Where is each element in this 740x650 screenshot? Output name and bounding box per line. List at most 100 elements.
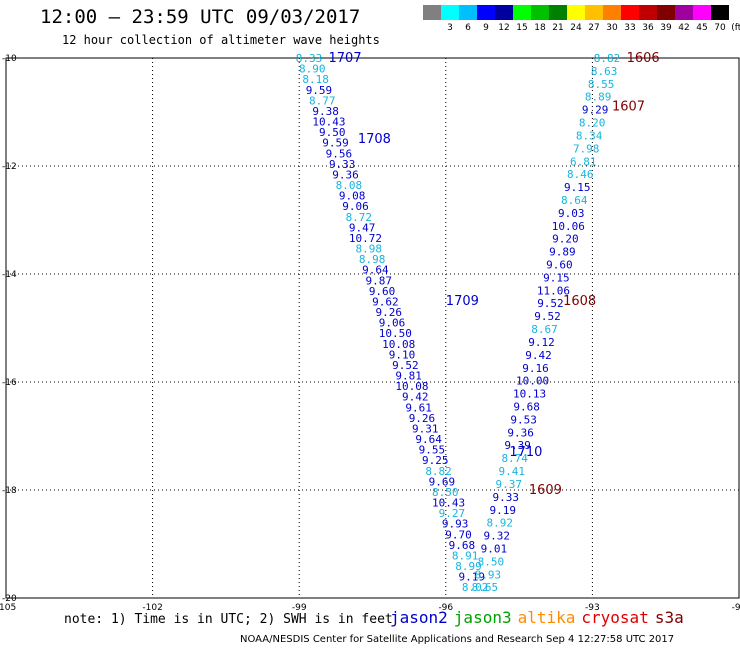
colorbar-label: 3	[447, 23, 453, 33]
wave-height-value: 8.98	[356, 243, 383, 256]
legend-item-jason3: jason3	[453, 608, 512, 627]
wave-height-value: 9.01	[481, 542, 508, 555]
wave-height-value: 8.82	[594, 52, 621, 65]
colorbar-swatch	[567, 5, 585, 20]
pass-number-label: 1707	[329, 51, 362, 66]
wave-height-value: 9.06	[379, 317, 406, 330]
colorbar-swatch	[657, 5, 675, 20]
wave-height-value: 9.50	[319, 126, 346, 139]
colorbar-swatch	[693, 5, 711, 20]
wave-height-value: 9.68	[449, 539, 476, 552]
wave-height-value: 8.46	[567, 168, 594, 181]
wave-height-value: 9.52	[392, 359, 419, 372]
map-frame	[5, 57, 740, 599]
colorbar-label: 6	[465, 23, 471, 33]
wave-height-value: 8.55	[588, 78, 615, 91]
colorbar-swatch	[495, 5, 513, 20]
colorbar-label: 42	[678, 23, 690, 33]
colorbar-label: 9	[483, 23, 489, 33]
wave-height-value: 8.90	[299, 63, 326, 76]
wave-height-value: 10.72	[349, 232, 382, 245]
wave-height-value: 9.25	[422, 454, 449, 467]
pass-number-label: 1606	[627, 51, 660, 66]
wave-height-value: 8.34	[576, 129, 603, 142]
colorbar-swatch	[639, 5, 657, 20]
wave-height-value: 9.36	[507, 426, 534, 439]
wave-height-value: 9.68	[513, 400, 540, 413]
y-tick-label: -18	[2, 486, 17, 496]
chart-subtitle: 12 hour collection of altimeter wave hei…	[62, 33, 380, 47]
wave-height-value: 8.64	[561, 194, 588, 207]
wave-height-value: 8.50	[478, 555, 505, 568]
wave-height-value: 9.29	[582, 104, 609, 117]
wave-height-value: 10.06	[552, 220, 585, 233]
wave-height-value: 9.20	[552, 233, 579, 246]
wave-height-value: 9.93	[442, 518, 469, 531]
credit-line: NOAA/NESDIS Center for Satellite Applica…	[240, 634, 675, 645]
colorbar-label: 15	[516, 23, 528, 33]
wave-height-value: 9.41	[498, 465, 525, 478]
wave-height-value: 9.15	[543, 271, 570, 284]
wave-height-value: 10.43	[312, 116, 345, 129]
colorbar-label: 24	[570, 23, 582, 33]
colorbar-label: 39	[660, 23, 672, 33]
wave-height-value: 10.50	[379, 327, 412, 340]
satellite-legend: jason2 jason3 altika cryosat s3a	[390, 608, 690, 627]
x-tick-label: -105	[0, 603, 16, 613]
wave-height-value: 9.59	[322, 137, 349, 150]
colorbar-label: 30	[606, 23, 618, 33]
wave-height-value: 9.03	[558, 207, 585, 220]
wave-height-value: 9.61	[405, 401, 432, 414]
x-tick-label: -102	[142, 603, 162, 613]
wave-height-value: 7.98	[573, 142, 600, 155]
wave-height-value: 9.55	[419, 444, 446, 457]
colorbar-swatch	[549, 5, 567, 20]
y-tick-label: -14	[2, 270, 17, 280]
colorbar-swatch	[711, 5, 729, 20]
pass-number-label: 1607	[612, 100, 645, 115]
y-tick-label: -16	[2, 378, 17, 388]
wave-height-value: 10.13	[513, 388, 546, 401]
wave-height-value: 9.39	[504, 439, 531, 452]
wave-height-value: 11.06	[537, 284, 570, 297]
legend-item-s3a: s3a	[654, 608, 684, 627]
wave-height-value: 8.82	[425, 465, 452, 478]
wave-height-value: 9.42	[402, 391, 429, 404]
wave-height-value: 9.12	[528, 336, 555, 349]
footnote: note: 1) Time is in UTC; 2) SWH is in fe…	[64, 612, 393, 627]
pass-number-label: 1609	[529, 483, 562, 498]
wave-height-value: 9.42	[525, 349, 552, 362]
pass-number-label: 1708	[358, 132, 391, 147]
wave-height-value: 9.16	[522, 362, 549, 375]
y-tick-label: -10	[2, 54, 17, 64]
wave-height-value: 9.31	[412, 422, 439, 435]
satellite-tracks: 8.338.908.189.598.779.3810.439.509.599.5…	[296, 52, 621, 594]
wave-height-value: 8.89	[585, 91, 612, 104]
wave-height-value: 9.60	[546, 259, 573, 272]
wave-height-value: 8.99	[455, 560, 482, 573]
y-tick-label: -20	[2, 594, 17, 604]
colorbar-label: 33	[624, 23, 636, 33]
legend-item-altika: altika	[517, 608, 576, 627]
wave-height-value: 9.87	[366, 274, 393, 287]
colorbar-label: 70	[714, 23, 726, 33]
wave-height-value: 9.26	[375, 306, 402, 319]
wave-height-value: 9.19	[459, 571, 486, 584]
legend-item-jason2: jason2	[390, 608, 448, 627]
colorbar-swatch	[441, 5, 459, 20]
wave-height-value: 9.64	[415, 433, 442, 446]
x-tick-label: -96	[438, 603, 453, 613]
wave-height-value: 9.08	[339, 190, 366, 203]
colorbar-unit: (ft)	[731, 23, 740, 33]
wave-height-value: 8.77	[309, 94, 336, 107]
wave-height-value: 8.92	[487, 517, 514, 530]
colorbar-swatch	[603, 5, 621, 20]
wave-height-value: 9.64	[362, 264, 389, 277]
colorbar-label: 36	[642, 23, 654, 33]
wave-height-value: 9.56	[326, 147, 353, 160]
wave-height-value: 6.81	[570, 155, 597, 168]
wave-height-value: 9.33	[493, 491, 520, 504]
wave-height-value: 8.20	[579, 117, 606, 130]
wave-height-value: 9.15	[564, 181, 591, 194]
